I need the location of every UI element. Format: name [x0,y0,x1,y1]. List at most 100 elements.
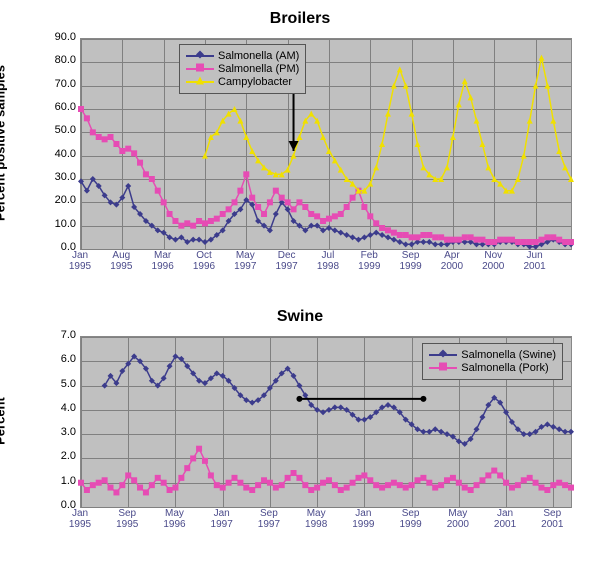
series-marker [509,485,515,491]
series-marker [538,485,544,491]
y-tick-label: 50.0 [55,124,76,136]
series-marker [432,234,438,240]
y-tick-label: 40.0 [55,148,76,160]
series-marker [196,237,202,243]
series-marker [208,472,214,478]
series-marker [503,480,509,486]
series-marker [255,482,261,488]
series-marker [137,160,143,166]
x-tick-label: Jan2001 [490,508,520,530]
series-marker [214,216,220,222]
series-marker [544,234,550,240]
series-marker [450,475,456,481]
y-tick-label: 3.0 [61,426,76,438]
series-marker [479,141,485,147]
series-marker [285,475,291,481]
x-tick-label: Jan1995 [65,250,95,272]
series-marker [113,141,119,147]
series-marker [84,115,90,121]
series-marker [409,111,415,117]
series-marker [202,458,208,464]
y-tick-label: 60.0 [55,101,76,113]
series-marker [196,218,202,224]
x-tick-label: Sep1997 [254,508,284,530]
series-marker [444,164,450,170]
series-marker [568,176,574,182]
series-marker [167,487,173,493]
y-tick-label: 2.0 [61,450,76,462]
series-marker [214,482,220,488]
series-marker [184,220,190,226]
series-marker [568,485,574,491]
series-marker [409,234,415,240]
series-marker [243,171,249,177]
series-marker [426,232,432,238]
y-tick-label: 6.0 [61,353,76,365]
series-marker [420,429,426,435]
legend-label: Salmonella (Pork) [461,362,548,374]
series-marker [149,176,155,182]
series-marker [426,429,432,435]
series-marker [332,404,338,410]
series-marker [409,241,415,247]
series-marker [367,213,373,219]
series-marker [355,475,361,481]
series-marker [155,188,161,194]
series-marker [521,239,527,245]
x-tick-label: Aug1995 [106,250,136,272]
series-marker [291,153,297,159]
series-marker [420,164,426,170]
x-tick-label: Jan1997 [207,508,237,530]
series-marker [491,176,497,182]
series-marker [468,94,474,100]
series-marker [125,183,131,189]
x-tick-label: Mar1996 [148,250,178,272]
series-marker [462,234,468,240]
series-marker [479,414,485,420]
series-marker [462,485,468,491]
series-marker [131,150,137,156]
series-marker [479,237,485,243]
series-marker [397,482,403,488]
series-marker [379,232,385,238]
series-marker [320,134,326,140]
series-marker [155,475,161,481]
series-marker [249,400,255,406]
series-marker [468,487,474,493]
series-marker [113,489,119,495]
series-marker [450,237,456,243]
legend-swatch [186,55,214,57]
series-marker [403,241,409,247]
legend-label: Salmonella (Swine) [461,349,556,361]
series-marker [373,482,379,488]
series-marker [190,237,196,243]
series-marker [96,480,102,486]
series-marker [279,195,285,201]
y-tick-label: 7.0 [61,329,76,341]
series-marker [78,480,84,486]
legend-swatch [186,81,214,83]
series-marker [344,485,350,491]
series-marker [527,431,533,437]
series-marker [550,424,556,430]
series-marker [119,482,125,488]
series-marker [361,234,367,240]
series-marker [273,485,279,491]
series-marker [190,455,196,461]
series-marker [373,164,379,170]
series-marker [249,487,255,493]
series-marker [273,188,279,194]
series-marker [420,239,426,245]
series-marker [415,234,421,240]
series-marker [527,118,533,124]
series-marker [403,232,409,238]
series-marker [338,230,344,236]
series-marker [556,426,562,432]
series-marker [426,480,432,486]
series-marker [515,482,521,488]
series-marker [226,206,232,212]
x-tick-label: May2000 [443,508,473,530]
series-layer [81,39,571,249]
series-marker [332,227,338,233]
series-marker [190,223,196,229]
